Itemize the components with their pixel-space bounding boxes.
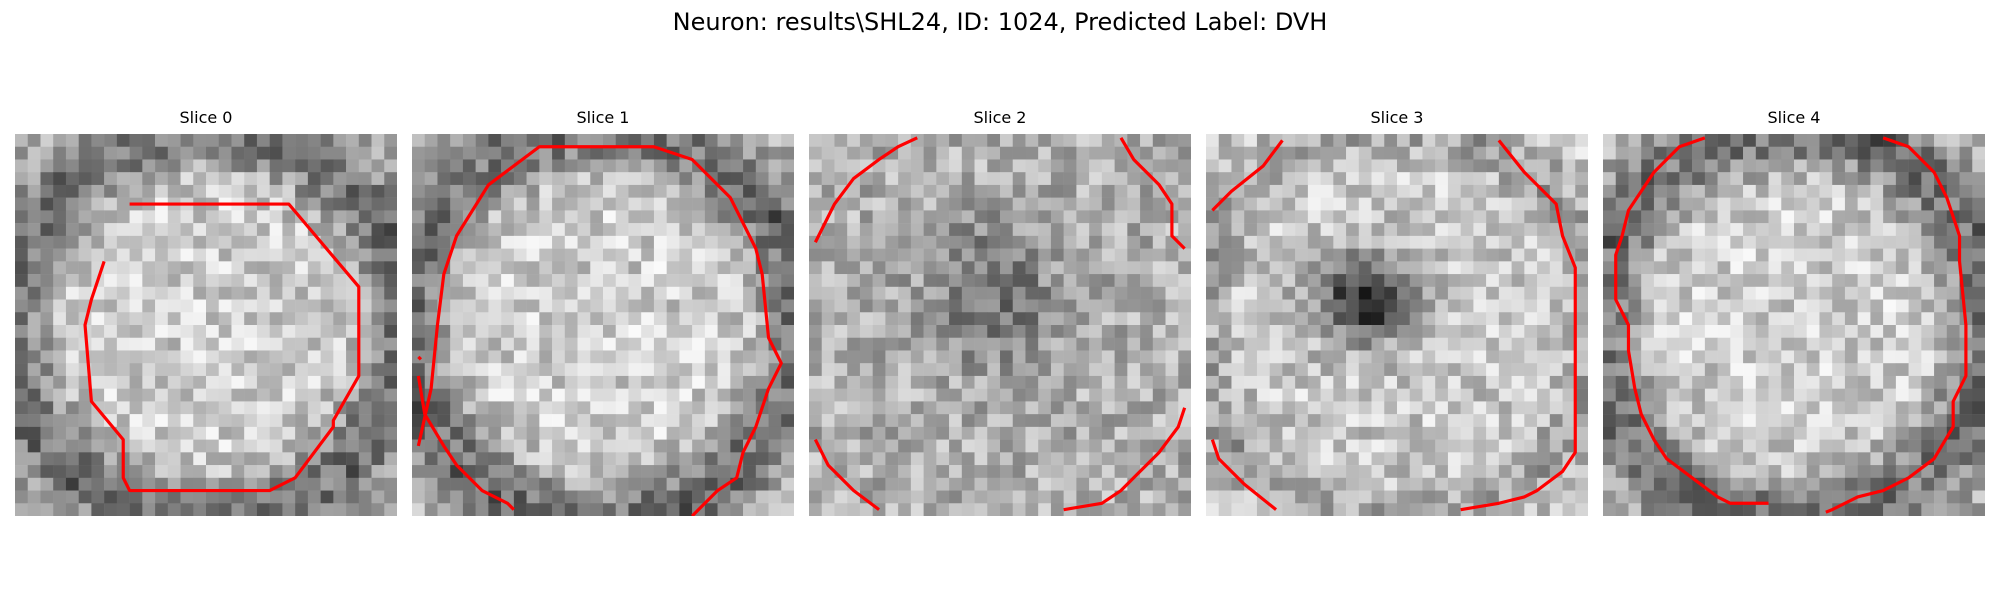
contour-line bbox=[417, 355, 423, 361]
contour-line bbox=[1460, 139, 1577, 512]
contour-line bbox=[83, 202, 361, 493]
pixel-grid bbox=[412, 134, 794, 516]
slice-image bbox=[809, 134, 1191, 516]
contour-line bbox=[1119, 137, 1186, 250]
contour-line bbox=[813, 136, 918, 243]
contour-line bbox=[1063, 407, 1187, 512]
contour-line bbox=[416, 145, 783, 516]
slice-title: Slice 2 bbox=[973, 108, 1027, 127]
contour-line bbox=[1825, 136, 1968, 514]
pixel-grid bbox=[15, 134, 397, 516]
contour-line bbox=[1614, 136, 1769, 505]
slice-title: Slice 3 bbox=[1370, 108, 1424, 127]
pixel-grid bbox=[1206, 134, 1588, 516]
pixel-grid bbox=[809, 134, 1191, 516]
contour-line bbox=[1210, 439, 1278, 511]
slice-image bbox=[1206, 134, 1588, 516]
contour-line bbox=[813, 438, 880, 511]
contour-line bbox=[1211, 139, 1284, 212]
pixel-grid bbox=[1603, 134, 1985, 516]
slice-image bbox=[1603, 134, 1985, 516]
slice-title: Slice 1 bbox=[576, 108, 630, 127]
slice-title: Slice 0 bbox=[179, 108, 233, 127]
slice-title: Slice 4 bbox=[1767, 108, 1821, 127]
slice-image bbox=[412, 134, 794, 516]
contour-line bbox=[416, 375, 515, 511]
figure-title: Neuron: results\SHL24, ID: 1024, Predict… bbox=[672, 8, 1328, 36]
slice-image bbox=[15, 134, 397, 516]
